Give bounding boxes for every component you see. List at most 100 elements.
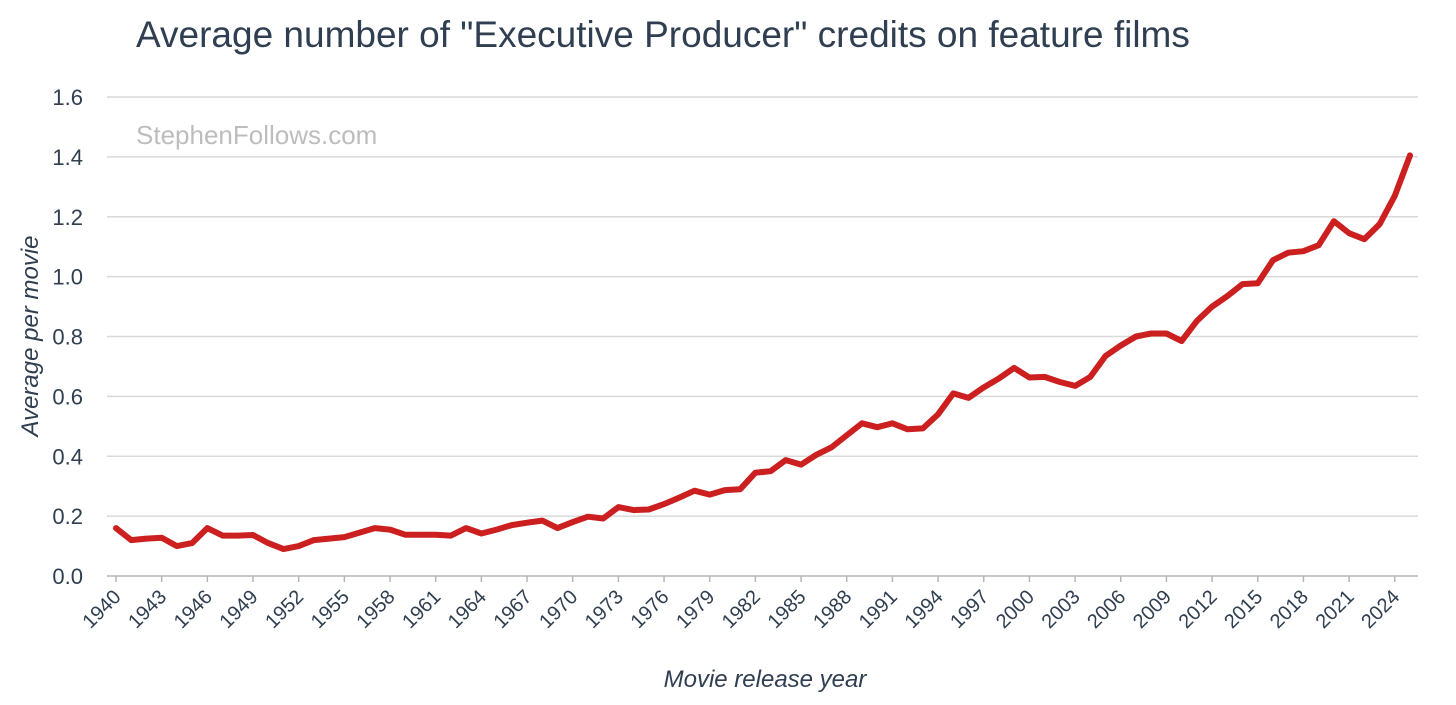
x-tick-label: 1940	[79, 586, 126, 633]
x-tick-label: 1976	[627, 586, 674, 633]
chart-title: Average number of "Executive Producer" c…	[136, 14, 1190, 55]
data-point	[677, 495, 682, 500]
x-tick-label: 1994	[901, 586, 948, 633]
data-point	[1088, 374, 1093, 380]
data-point	[1255, 281, 1260, 286]
data-point	[174, 543, 180, 549]
series-line	[113, 152, 1413, 553]
x-tick-label: 2024	[1357, 586, 1404, 633]
series-layer	[113, 152, 1413, 553]
data-point	[1118, 343, 1123, 348]
data-point	[144, 536, 149, 541]
data-point	[1072, 383, 1078, 389]
y-axis-ticks: 0.0 0.2 0.4 0.6 0.8 1.0 1.2 1.4 1.6	[52, 85, 83, 589]
y-axis-label: Average per movie	[17, 236, 44, 439]
data-point	[616, 504, 621, 510]
data-point	[798, 462, 804, 467]
data-point	[129, 537, 134, 543]
x-tick-label: 1970	[535, 586, 582, 633]
data-point	[1270, 257, 1276, 263]
data-point	[418, 532, 423, 537]
watermark: StephenFollows.com	[136, 120, 377, 150]
data-point	[1316, 242, 1321, 248]
data-point	[357, 530, 362, 535]
data-point	[707, 492, 712, 497]
y-tick-label: 1.4	[52, 145, 83, 170]
data-point	[966, 395, 971, 401]
data-point	[1392, 193, 1397, 198]
data-point	[1209, 304, 1215, 309]
x-tick-label: 1949	[216, 586, 263, 633]
y-tick-label: 1.2	[52, 205, 83, 230]
x-tick-label: 2015	[1220, 586, 1267, 633]
x-tick-label: 1991	[855, 586, 902, 633]
x-tick-label: 1967	[490, 586, 537, 633]
x-tick-label: 2018	[1266, 586, 1313, 633]
x-tick-label: 1985	[764, 586, 811, 633]
data-point	[448, 533, 454, 538]
data-point	[326, 536, 332, 541]
data-point	[844, 433, 849, 438]
data-point	[220, 533, 225, 538]
x-tick-label: 1943	[124, 586, 171, 633]
data-point	[1164, 331, 1169, 336]
gridlines	[107, 96, 1418, 577]
data-point	[524, 520, 530, 525]
data-point	[1346, 231, 1352, 236]
data-point	[403, 532, 408, 537]
data-point	[235, 533, 240, 538]
x-tick-label: 1982	[718, 586, 765, 633]
data-point	[387, 527, 393, 532]
y-tick-label: 0.6	[52, 384, 83, 409]
data-point	[509, 522, 515, 528]
data-point	[1377, 222, 1382, 227]
data-point	[372, 525, 377, 531]
data-point	[600, 516, 606, 521]
data-point	[874, 425, 880, 430]
data-point	[768, 469, 773, 474]
data-point	[692, 488, 697, 493]
data-point	[113, 525, 119, 531]
data-point	[783, 457, 789, 463]
data-point	[1179, 338, 1184, 344]
data-point	[463, 525, 469, 531]
data-point	[646, 507, 652, 512]
data-point	[829, 445, 834, 450]
x-tick-label: 1952	[261, 586, 308, 633]
data-point	[1331, 219, 1337, 224]
x-tick-label: 2021	[1312, 586, 1359, 633]
data-point	[585, 514, 591, 519]
x-tick-label: 2003	[1038, 586, 1085, 633]
data-point	[570, 519, 575, 525]
data-point	[540, 518, 545, 523]
x-tick-label: 1979	[672, 586, 719, 633]
x-tick-label: 1946	[170, 586, 217, 633]
data-point	[250, 532, 256, 538]
data-point	[494, 527, 499, 532]
data-point	[1407, 153, 1413, 158]
data-point	[555, 525, 560, 531]
x-tick-label: 1958	[353, 586, 400, 633]
x-tick-label: 1961	[398, 586, 445, 633]
data-point	[159, 535, 164, 540]
x-tick-label: 1964	[444, 586, 491, 633]
x-tick-label: 2009	[1129, 586, 1176, 633]
data-point	[859, 421, 865, 426]
data-point	[951, 391, 956, 396]
data-point	[281, 546, 286, 552]
data-point	[890, 421, 895, 426]
y-tick-label: 1.6	[52, 85, 83, 110]
data-point	[342, 534, 347, 540]
data-point	[1027, 375, 1032, 380]
data-point	[189, 540, 195, 546]
x-tick-label: 2000	[992, 586, 1039, 633]
x-axis-ticks: 1940194319461949195219551958196119641967…	[79, 576, 1404, 633]
data-point	[1042, 374, 1047, 380]
data-point	[737, 486, 743, 492]
x-tick-label: 1973	[581, 586, 628, 633]
x-tick-label: 2012	[1175, 586, 1222, 633]
y-tick-label: 1.0	[52, 265, 83, 290]
x-tick-label: 1997	[946, 586, 993, 633]
data-point	[1225, 293, 1230, 299]
data-point	[266, 540, 271, 546]
